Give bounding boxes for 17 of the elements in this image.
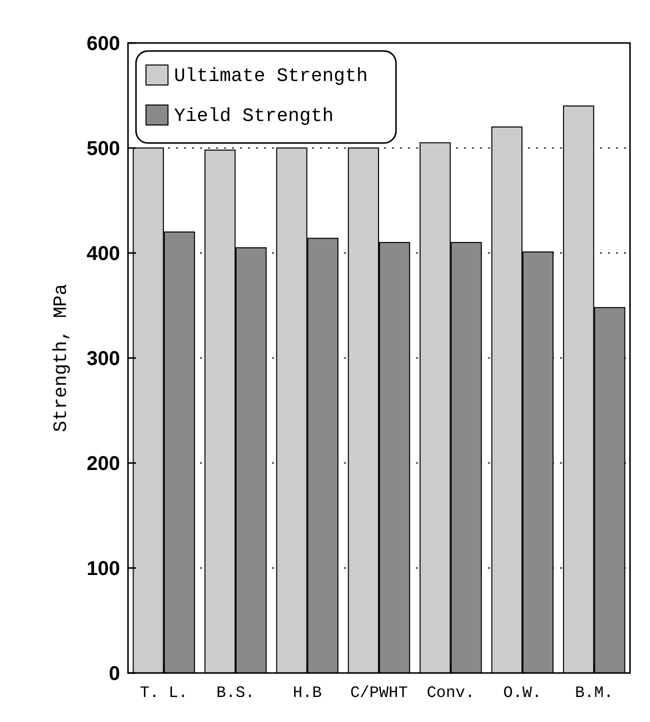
y-tick-label: 100 (86, 558, 120, 580)
y-tick-label: 400 (86, 243, 120, 265)
y-tick-label: 600 (86, 33, 120, 55)
legend-label: Ultimate Strength (174, 65, 368, 87)
x-tick-label: B.S. (216, 684, 255, 702)
x-tick-label: H.B (292, 684, 322, 702)
y-tick-label: 0 (108, 663, 120, 685)
x-tick-label: T. L. (140, 684, 188, 702)
x-tick-label: B.M. (574, 684, 614, 702)
x-tick-label: C/PWHT (350, 684, 408, 702)
legend-label: Yield Strength (174, 105, 334, 127)
y-tick-label: 300 (86, 348, 120, 370)
x-tick-label: Conv. (426, 684, 475, 702)
x-tick-label: O.W. (503, 684, 542, 702)
y-tick-label: 500 (86, 138, 120, 160)
y-axis-title: Strength, MPa (50, 284, 72, 432)
y-tick-label: 200 (86, 453, 120, 475)
